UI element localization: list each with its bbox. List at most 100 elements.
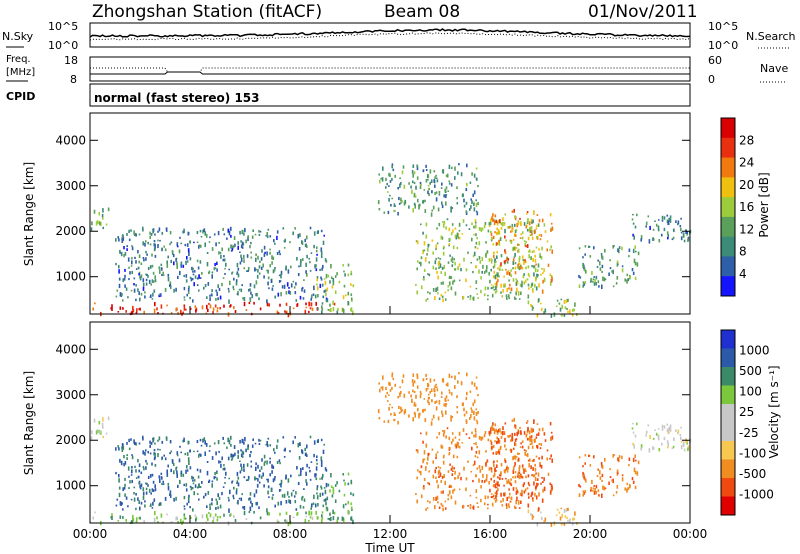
echo-cell <box>540 273 542 276</box>
echo-cell <box>240 288 243 293</box>
echo-cell <box>538 219 541 223</box>
echo-cell <box>347 510 349 515</box>
echo-cell <box>550 314 553 318</box>
echo-cell <box>182 264 185 268</box>
echo-cell <box>492 444 495 449</box>
echo-cell <box>475 199 477 202</box>
echo-cell <box>140 262 143 265</box>
echo-cell <box>303 279 305 281</box>
echo-cell <box>518 475 521 480</box>
echo-cell <box>538 234 541 236</box>
echo-cell <box>582 262 584 266</box>
echo-cell <box>632 248 635 254</box>
echo-cell <box>574 302 576 307</box>
echo-cell <box>478 256 481 260</box>
echo-cell <box>256 501 258 506</box>
echo-cell <box>301 449 303 453</box>
echo-cell <box>680 426 682 429</box>
echo-cell <box>314 503 317 508</box>
echo-cell <box>233 277 235 281</box>
echo-cell <box>118 238 120 242</box>
echo-cell <box>218 241 220 244</box>
echo-cell <box>130 229 132 232</box>
echo-cell <box>530 256 532 261</box>
echo-cell <box>476 293 479 295</box>
echo-cell <box>310 298 312 301</box>
echo-cell <box>427 243 430 248</box>
echo-cell <box>169 440 172 444</box>
echo-cell <box>228 477 230 480</box>
echo-cell <box>425 257 427 260</box>
echo-cell <box>529 234 532 237</box>
echo-cell <box>527 236 530 241</box>
echo-cell <box>221 282 223 287</box>
velocity-echo-cells <box>90 372 692 527</box>
echo-cell <box>473 233 475 236</box>
echo-cell <box>197 486 199 489</box>
echo-cell <box>159 448 161 451</box>
echo-cell <box>448 182 451 185</box>
echo-cell <box>121 443 124 448</box>
echo-cell <box>154 442 156 445</box>
echo-cell <box>518 507 521 509</box>
echo-cell <box>394 174 396 178</box>
echo-cell <box>378 208 381 211</box>
echo-cell <box>350 273 353 276</box>
echo-cell <box>228 290 230 293</box>
echo-cell <box>463 198 465 203</box>
echo-cell <box>259 516 262 520</box>
echo-cell <box>463 257 465 262</box>
echo-cell <box>145 240 147 243</box>
echo-cell <box>683 448 686 452</box>
echo-cell <box>440 396 443 398</box>
echo-cell <box>117 445 119 448</box>
echo-cell <box>472 255 475 258</box>
echo-cell <box>497 428 500 433</box>
echo-cell <box>125 519 127 522</box>
echo-cell <box>399 386 401 389</box>
echo-cell <box>503 469 506 473</box>
echo-cell <box>415 493 417 495</box>
echo-cell <box>258 297 260 301</box>
echo-cell <box>494 258 496 264</box>
echo-cell <box>631 427 634 430</box>
echo-cell <box>438 260 441 264</box>
echo-cell <box>183 483 185 487</box>
echo-cell <box>175 307 177 312</box>
echo-cell <box>128 229 130 234</box>
xtick-label: 00:00 <box>73 527 108 541</box>
echo-cell <box>537 472 540 477</box>
echo-cell <box>236 271 239 275</box>
echo-cell <box>450 276 453 279</box>
echo-cell <box>540 464 543 469</box>
echo-cell <box>634 454 636 458</box>
echo-cell <box>98 211 101 216</box>
echo-cell <box>466 163 468 168</box>
echo-cell <box>194 275 197 279</box>
echo-cell <box>426 253 428 256</box>
echo-cell <box>117 236 119 239</box>
echo-cell <box>435 406 438 411</box>
echo-cell <box>388 185 390 187</box>
echo-cell <box>491 502 494 507</box>
echo-cell <box>582 474 584 477</box>
echo-cell <box>253 493 256 498</box>
echo-cell <box>519 446 522 448</box>
echo-cell <box>632 222 635 225</box>
echo-cell <box>101 423 104 427</box>
colorbar-tick-label: -500 <box>739 467 766 481</box>
echo-cell <box>135 260 137 264</box>
echo-cell <box>286 519 288 524</box>
echo-cell <box>497 482 499 487</box>
echo-cell <box>505 467 508 471</box>
echo-cell <box>456 406 458 409</box>
echo-cell <box>667 442 669 447</box>
echo-cell <box>126 442 128 445</box>
echo-cell <box>91 430 93 435</box>
echo-cell <box>250 465 253 468</box>
echo-cell <box>300 469 302 473</box>
echo-cell <box>235 279 238 283</box>
nave-tick-top: 60 <box>708 54 722 67</box>
echo-cell <box>258 474 261 478</box>
